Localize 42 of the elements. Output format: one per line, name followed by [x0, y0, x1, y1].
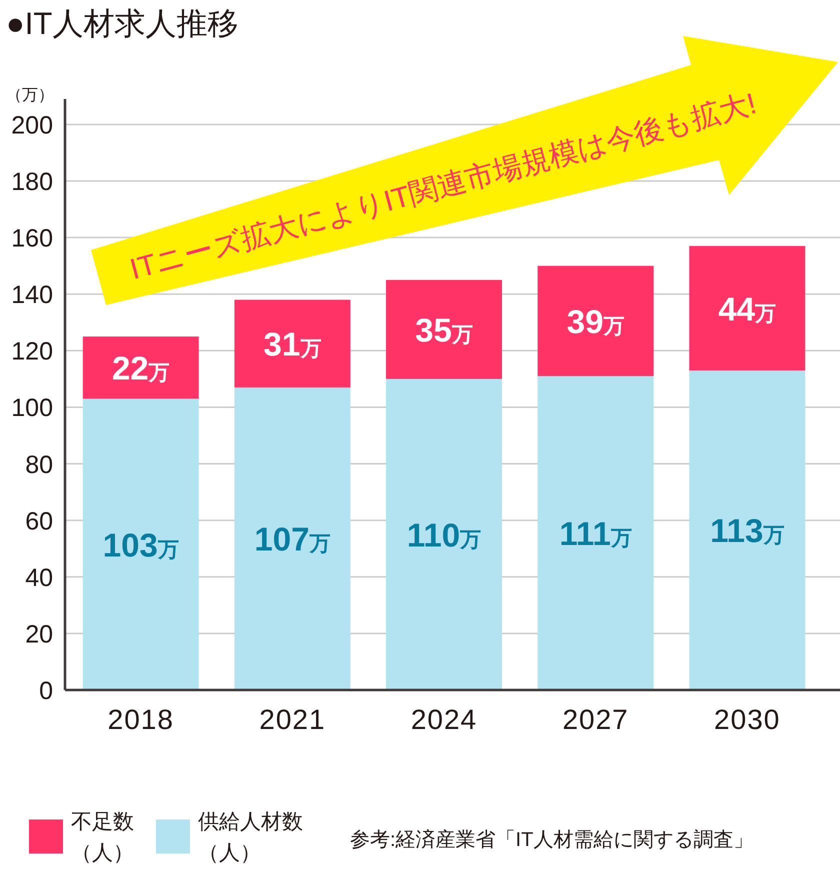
y-tick-label: 60 [25, 507, 53, 536]
data-label: 113万 [710, 512, 784, 550]
annotation: ITニーズ拡大によりIT関連市場規模は今後も拡大! [126, 88, 760, 286]
text: 参考:経済産業省「IT人材需給に関する調査」 [350, 829, 754, 851]
bar [82, 336, 199, 399]
y-tick-label: 40 [25, 564, 53, 592]
bar [689, 246, 806, 370]
y-tick-label: 140 [11, 281, 53, 310]
data-label: 39万 [566, 302, 624, 340]
chart-title: ●IT人材求人推移 [6, 6, 238, 41]
bar [538, 266, 654, 376]
x-tick-label: 2030 [714, 704, 780, 735]
y-tick-label: 20 [25, 620, 53, 648]
x-tick-label: 2024 [410, 704, 478, 735]
x-tick-label: 2021 [259, 704, 326, 735]
legend-label: 供給人材数（人） [198, 810, 303, 864]
data-label: 103万 [102, 526, 179, 564]
y-tick-label: 120 [11, 338, 53, 366]
y-tick-label: 100 [11, 394, 53, 422]
y-tick-label: 80 [25, 450, 53, 479]
data-label: 107万 [254, 520, 330, 558]
bar [82, 398, 199, 690]
x-tick-label: 2027 [562, 704, 629, 735]
y-tick-label: 160 [11, 224, 53, 253]
bar [234, 300, 350, 388]
y-tick-label: 200 [11, 111, 53, 140]
data-label: 22万 [112, 350, 170, 387]
data-label: 110万 [406, 516, 482, 554]
bar [234, 387, 350, 690]
x-tick-label: 2018 [108, 704, 174, 735]
bar [538, 376, 654, 690]
y-tick-label: 0 [39, 677, 53, 705]
bar [386, 378, 502, 690]
data-label: 111万 [559, 515, 632, 552]
legend-label: 不足数（人） [71, 810, 134, 864]
bar [386, 280, 502, 379]
y-tick-label: 180 [11, 168, 53, 196]
data-label: 35万 [415, 311, 473, 348]
data-label: 31万 [264, 326, 322, 363]
bar [689, 370, 806, 690]
y-axis-title: （万） [6, 87, 54, 104]
data-label: 44万 [718, 290, 776, 328]
